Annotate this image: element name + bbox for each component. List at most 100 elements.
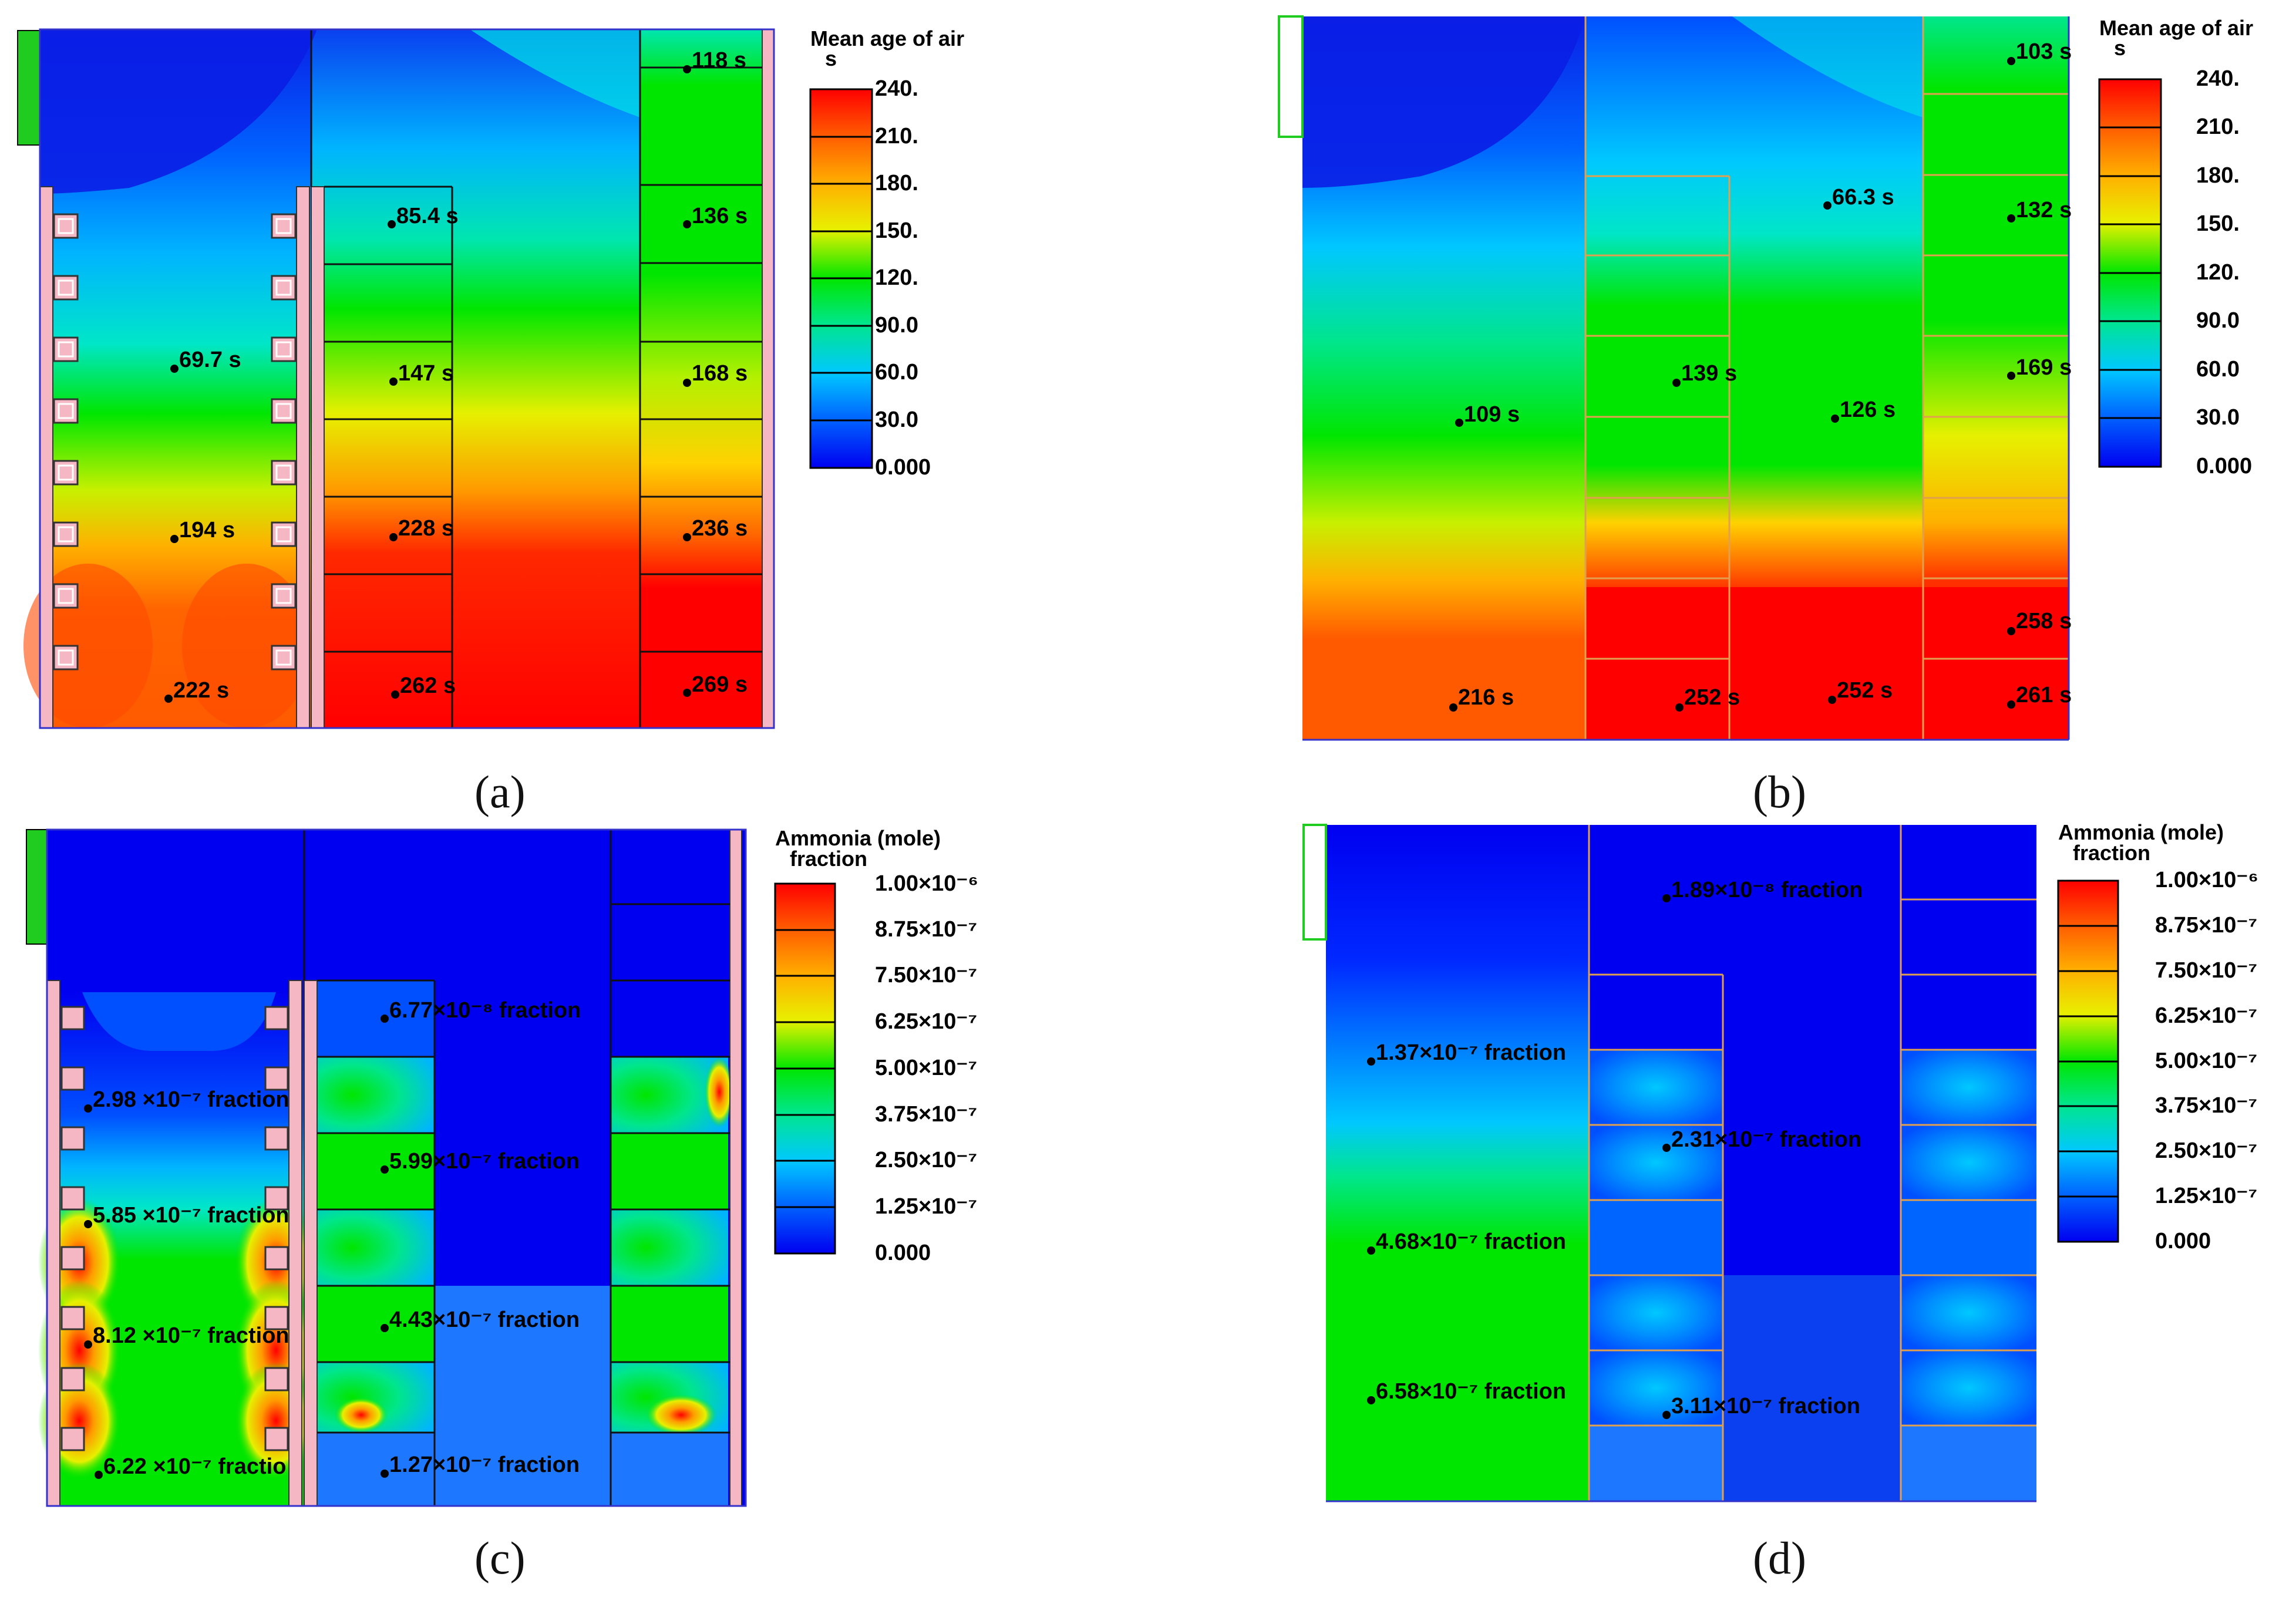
panel-a-wall: [39, 186, 53, 729]
legend-tick: 150.: [875, 218, 918, 243]
panel-c-probes: 6.77×10⁻⁸ fraction 2.98 ×10⁻⁷ fraction 5…: [84, 998, 581, 1479]
legend-tick: 2.50×10⁻⁷: [875, 1148, 977, 1172]
panel-c-room: [317, 1057, 435, 1133]
legend-tick: 210.: [875, 124, 918, 149]
legend-tick: 240.: [875, 76, 918, 101]
probe-label: 1.89×10⁻⁸ fraction: [1671, 878, 1863, 902]
legend-tick: 0.000: [2196, 454, 2252, 478]
legend-tick: 5.00×10⁻⁷: [875, 1056, 977, 1080]
legend-tick: 3.75×10⁻⁷: [875, 1102, 977, 1127]
probe-label: 136 s: [692, 204, 748, 228]
probe-label: 4.43×10⁻⁷ fraction: [389, 1308, 580, 1332]
legend-tick: 3.75×10⁻⁷: [2155, 1093, 2257, 1118]
panel-d-room: [1589, 1050, 1723, 1125]
legend-tick: 0.000: [875, 455, 931, 480]
probe-label: 2.98 ×10⁻⁷ fraction: [93, 1087, 289, 1112]
probe-label: 252 s: [1684, 685, 1740, 710]
legend-tick: 7.50×10⁻⁷: [875, 963, 977, 988]
probe-label: 168 s: [692, 361, 748, 386]
legend-tick: 180.: [2196, 163, 2240, 188]
panel-c: 6.77×10⁻⁸ fraction 2.98 ×10⁻⁷ fraction 5…: [26, 826, 978, 1583]
legend-tick: 60.0: [2196, 357, 2240, 382]
panel-c-hotspot: [335, 1397, 388, 1433]
panel-c-room: [317, 1209, 435, 1286]
probe-label: 262 s: [400, 673, 456, 698]
legend-tick: 1.25×10⁻⁷: [2155, 1184, 2257, 1208]
legend-title: Mean age of air: [810, 26, 964, 50]
legend-tick: 90.0: [875, 313, 918, 338]
panel-c-wall: [46, 980, 60, 1507]
panel-a-wall: [296, 186, 310, 729]
panel-c-border: [46, 828, 747, 1507]
probe-label: 169 s: [2016, 355, 2072, 380]
panel-d: 1.89×10⁻⁸ fraction 1.37×10⁻⁷ fraction 2.…: [1302, 820, 2258, 1583]
probe-label: 228 s: [398, 516, 454, 541]
panel-b-inlet: [1278, 15, 1304, 138]
panel-d-left-room: [1326, 825, 1589, 1501]
probe-label: 139 s: [1681, 361, 1737, 386]
legend-title: Ammonia (mole): [2058, 820, 2224, 844]
panel-b-cyan-zone: [1732, 16, 1923, 117]
legend-tick: 60.0: [875, 360, 918, 385]
probe-label: 269 s: [692, 672, 748, 697]
panel-a-wall: [762, 29, 775, 729]
panel-a-grid: [310, 29, 762, 728]
legend-unit: fraction: [790, 847, 867, 871]
panel-d-room: [1901, 1350, 2036, 1426]
panel-c-room: [317, 1433, 435, 1506]
panel-c-wall: [288, 980, 302, 1507]
panel-a-middle-field: [311, 29, 640, 728]
panel-a-wall: [311, 186, 325, 729]
legend-unit: s: [2114, 36, 2126, 60]
probe-label: 236 s: [692, 516, 748, 541]
panel-c-room: [611, 1433, 728, 1506]
panel-a-blue-core: [40, 29, 317, 194]
panel-a: 118 s 85.4 s 136 s 69.7 s 147 s 168 s 19…: [17, 26, 964, 817]
panel-d-room: [1901, 1050, 2036, 1125]
probe-label: 6.77×10⁻⁸ fraction: [389, 998, 581, 1023]
panel-a-caption: (a): [474, 766, 526, 817]
panel-d-room: [1589, 1350, 1723, 1426]
legend-title: Mean age of air: [2099, 16, 2253, 40]
probe-label: 109 s: [1464, 402, 1520, 427]
panel-c-room: [611, 1209, 728, 1286]
legend-tick: 1.25×10⁻⁷: [875, 1194, 977, 1219]
probe-label: 1.27×10⁻⁷ fraction: [389, 1453, 580, 1477]
panel-d-room: [1589, 1200, 1723, 1275]
probe-label: 4.68×10⁻⁷ fraction: [1376, 1229, 1566, 1254]
probe-label: 2.31×10⁻⁷ fraction: [1671, 1127, 1861, 1152]
panel-b-grid: [1584, 16, 2069, 740]
panel-c-corridor: [435, 1286, 611, 1506]
probe-label: 8.12 ×10⁻⁷ fraction: [93, 1323, 289, 1348]
probe-label: 5.85 ×10⁻⁷ fraction: [93, 1203, 289, 1228]
legend-tick: 0.000: [2155, 1229, 2211, 1253]
legend-tick: 2.50×10⁻⁷: [2155, 1138, 2257, 1163]
legend-tick: 120.: [2196, 260, 2240, 285]
legend-tick: 8.75×10⁻⁷: [2155, 913, 2257, 938]
panel-a-probes: 118 s 85.4 s 136 s 69.7 s 147 s 168 s 19…: [164, 48, 748, 703]
panel-d-room: [1901, 1125, 2036, 1200]
legend-tick: 30.0: [2196, 405, 2240, 430]
legend-tick: 210.: [2196, 114, 2240, 139]
panel-c-grid: [303, 830, 730, 1506]
probe-label: 132 s: [2016, 198, 2072, 223]
legend-tick: 1.00×10⁻⁶: [875, 871, 978, 896]
legend-tick: 150.: [2196, 211, 2240, 236]
legend-unit: fraction: [2073, 841, 2150, 865]
panel-a-border: [39, 28, 775, 729]
legend-tick: 8.75×10⁻⁷: [875, 917, 977, 942]
panel-a-feeder-inner: [58, 218, 292, 666]
legend-tick: 90.0: [2196, 308, 2240, 333]
panel-d-room: [1589, 1426, 1723, 1501]
legend-tick: 240.: [2196, 66, 2240, 91]
panel-c-room: [317, 980, 435, 1057]
panel-a-cyan-zone: [470, 29, 640, 117]
legend-tick: 120.: [875, 265, 918, 290]
panel-a-inlet: [17, 30, 41, 146]
panel-d-inlet: [1302, 824, 1327, 941]
probe-label: 126 s: [1840, 397, 1896, 422]
panel-d-room: [1589, 1275, 1723, 1350]
panel-c-wall: [304, 980, 318, 1507]
legend-tick: 0.000: [875, 1241, 931, 1265]
